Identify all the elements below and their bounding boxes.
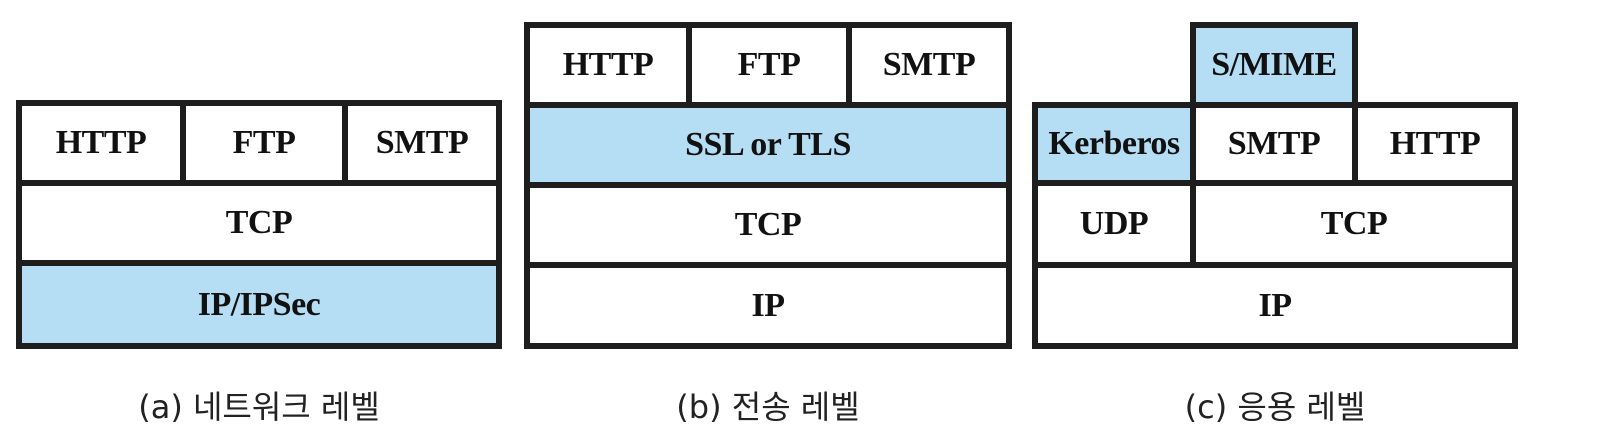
network-smtp-cell: SMTP <box>342 100 502 186</box>
transport-ip-cell: IP <box>524 262 1012 349</box>
network-ftp-cell: FTP <box>180 100 348 186</box>
transport-smtp-cell: SMTP <box>846 22 1012 108</box>
application-tcp-cell: TCP <box>1190 180 1518 268</box>
transport-ftp-cell: FTP <box>686 22 852 108</box>
transport-level-caption: (b) 전송 레벨 <box>676 388 860 426</box>
application-smime-cell: S/MIME <box>1190 22 1358 108</box>
network-http-cell: HTTP <box>16 100 186 186</box>
application-smtp-cell: SMTP <box>1190 102 1358 186</box>
transport-ssl-tls-cell: SSL or TLS <box>524 102 1012 188</box>
application-level-caption: (c) 응용 레벨 <box>1184 388 1366 426</box>
network-ip-ipsec-cell: IP/IPSec <box>16 260 502 349</box>
application-udp-cell: UDP <box>1032 180 1196 268</box>
application-ip-cell: IP <box>1032 262 1518 349</box>
network-level-caption: (a) 네트워크 레벨 <box>138 388 380 426</box>
transport-http-cell: HTTP <box>524 22 692 108</box>
application-kerberos-cell: Kerberos <box>1032 102 1196 186</box>
network-tcp-cell: TCP <box>16 180 502 266</box>
application-http-cell: HTTP <box>1352 102 1518 186</box>
transport-tcp-cell: TCP <box>524 182 1012 268</box>
